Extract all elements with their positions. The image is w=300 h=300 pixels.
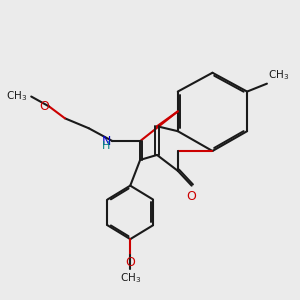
Text: N: N bbox=[102, 135, 111, 148]
Text: O: O bbox=[125, 256, 135, 269]
Text: CH$_3$: CH$_3$ bbox=[120, 271, 141, 285]
Text: CH$_3$: CH$_3$ bbox=[7, 90, 28, 104]
Text: CH$_3$: CH$_3$ bbox=[268, 68, 290, 82]
Text: O: O bbox=[39, 100, 49, 113]
Text: O: O bbox=[187, 190, 196, 203]
Text: H: H bbox=[102, 141, 110, 152]
